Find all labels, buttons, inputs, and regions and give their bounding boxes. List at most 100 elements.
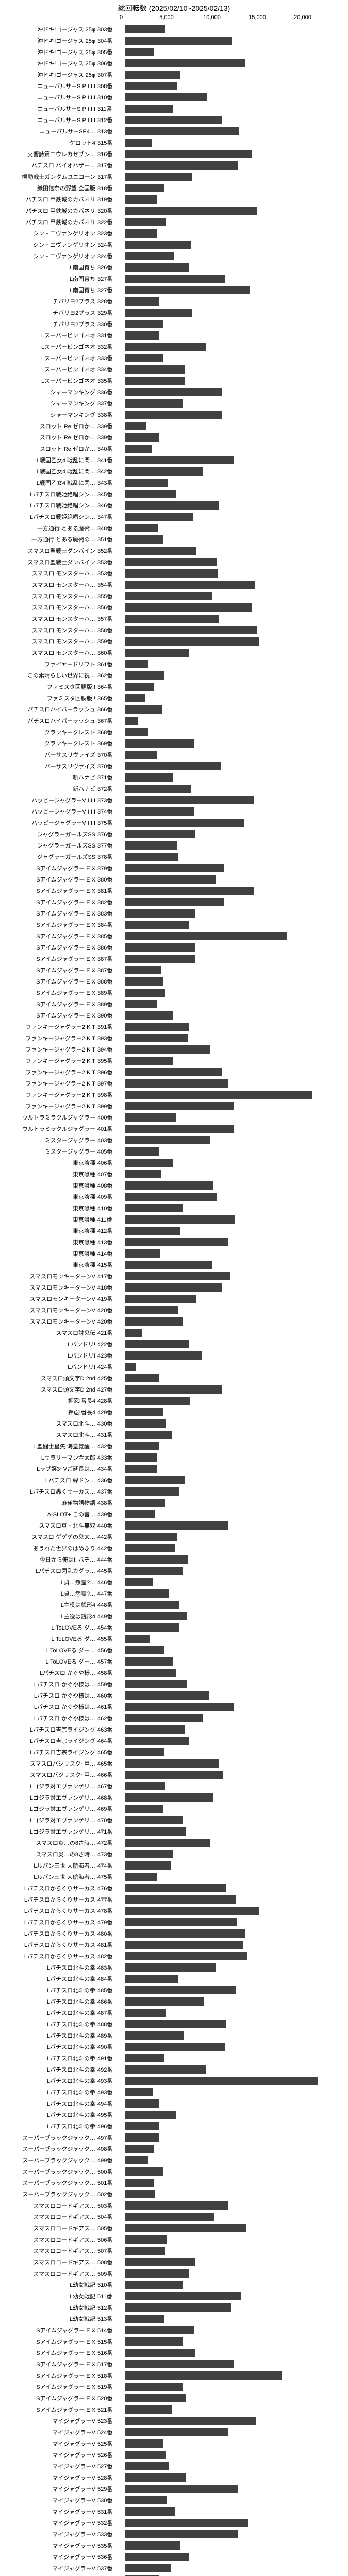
row-label: Lスーパービンゴネオ <box>0 365 97 374</box>
bar-row: スーパーブラックジャック…501番 <box>0 2177 348 2189</box>
row-number: 370番 <box>97 751 125 759</box>
bar <box>125 626 257 634</box>
bar-row: 沖ドキ!ゴージャス 25φ304番 <box>0 35 348 46</box>
row-label: 新ハナビ <box>0 785 97 793</box>
row-label: スマスロコードギアス… <box>0 2235 97 2244</box>
row-label: スマスロ モンスターハ… <box>0 615 97 623</box>
row-number: 484番 <box>97 1975 125 1983</box>
row-label: Lパチスロからくりサーカス <box>0 1918 97 1926</box>
row-number: 503番 <box>97 2201 125 2210</box>
row-number: 446番 <box>97 1578 125 1586</box>
bar <box>125 263 189 272</box>
bar-row: スマスロ北斗…431番 <box>0 1429 348 1440</box>
bar-row: 交響詩篇エウレカセブン…316番 <box>0 148 348 160</box>
bar <box>125 377 185 385</box>
bar-row: L主役は銭形4449番 <box>0 1611 348 1622</box>
bar-row: チバリヨ2プラス328番 <box>0 296 348 307</box>
bar-row: L貞…怨霊?…446番 <box>0 1577 348 1588</box>
bar-row: ファンキージャグラー2 K T399番 <box>0 1100 348 1112</box>
row-number: 427番 <box>97 1385 125 1394</box>
bar-row: 押忍!番長4429番 <box>0 1406 348 1418</box>
row-number: 515番 <box>97 2337 125 2346</box>
bar <box>125 2303 231 2312</box>
bar-row: スマスロ モンスターハ…354番 <box>0 579 348 590</box>
bar <box>125 2190 155 2198</box>
bar-row: ケロット4315番 <box>0 137 348 148</box>
bar <box>125 2145 154 2153</box>
bar <box>125 1102 234 1110</box>
bar-row: L ToLOVEる ダー…457番 <box>0 1656 348 1667</box>
row-label: ケロット4 <box>0 139 97 147</box>
bar-row: マイジャグラーV535番 <box>0 2540 348 2551</box>
bar <box>125 1034 188 1042</box>
bar <box>125 1385 222 1394</box>
bar-row: マイジャグラーV528番 <box>0 2472 348 2483</box>
row-label: Sアイムジャグラー E X <box>0 2349 97 2357</box>
row-label: スマスロ モンスターハ… <box>0 592 97 600</box>
row-number: 499番 <box>97 2156 125 2164</box>
row-number: 491番 <box>97 2054 125 2062</box>
row-label: マイジャグラーV <box>0 2473 97 2482</box>
row-number: 411番 <box>97 1215 125 1224</box>
row-label: スーパーブラックジャック… <box>0 2145 97 2153</box>
bar-row: Lパチスロ吉宗ライジング464番 <box>0 1735 348 1747</box>
row-number: 464番 <box>97 1737 125 1745</box>
bar-row: スーパーブラックジャック…500番 <box>0 2166 348 2177</box>
bar-row: スマスロモンキーターンV417番 <box>0 1270 348 1282</box>
bar <box>125 229 157 238</box>
row-label: ジャグラーガールズSS <box>0 841 97 850</box>
bar <box>125 456 234 464</box>
row-number: 348番 <box>97 524 125 532</box>
bar-row: L幼女戦記512番 <box>0 2302 348 2313</box>
row-label: 東京喰種 <box>0 1193 97 1201</box>
row-label: スマスロ炎…の8さ時… <box>0 1839 97 1847</box>
bar <box>125 2054 164 2062</box>
row-label: ニューパルサーS P I I I <box>0 116 97 124</box>
bar <box>125 2394 186 2402</box>
bar-row: スマスロモンキーターンV420番 <box>0 1316 348 1327</box>
bar-row: ニューパルサーS P I I I310番 <box>0 92 348 103</box>
bar <box>125 1533 177 1541</box>
bar-row: この素晴らしい世界に祝…362番 <box>0 670 348 681</box>
bar <box>125 1759 219 1768</box>
row-label: クランキークレスト <box>0 739 97 748</box>
row-label: L ToLOVEる ダー… <box>0 1646 97 1654</box>
row-number: 356番 <box>97 603 125 612</box>
bar <box>125 195 157 204</box>
bar-row: クランキークレスト368番 <box>0 726 348 738</box>
bar-row: ファンキージャグラー2 K T398番 <box>0 1089 348 1100</box>
row-number: 379番 <box>97 864 125 872</box>
bar-row: シン・エヴァンゲリオン323番 <box>0 228 348 239</box>
row-number: 394番 <box>97 1045 125 1054</box>
bar-row: ファンキージャグラー2 K T396番 <box>0 1066 348 1078</box>
bar <box>125 2428 228 2436</box>
row-number: 488番 <box>97 2020 125 2028</box>
bar-row: Sアイムジャグラー E X381番 <box>0 885 348 896</box>
bar-row: マイジャグラーV537番 <box>0 2563 348 2574</box>
row-number: 370番 <box>97 762 125 770</box>
row-number: 415番 <box>97 1261 125 1269</box>
bar-row: パチスロ 甲鉄城のカバネリ320番 <box>0 205 348 216</box>
bar <box>125 2473 186 2482</box>
bar <box>125 59 245 67</box>
row-number: 315番 <box>97 139 125 147</box>
row-label: L南国育ち <box>0 275 97 283</box>
bar <box>125 1170 161 1178</box>
bar-row: Sアイムジャグラー E X382番 <box>0 896 348 908</box>
row-number: 449番 <box>97 1612 125 1620</box>
bar-row: L戦国乙女4 戦乱に閃…341番 <box>0 454 348 466</box>
row-number: 531番 <box>97 2507 125 2516</box>
bar-row: ジャグラーガールズSS377番 <box>0 840 348 851</box>
bar-row: スマスロ炎…の8さ時…473番 <box>0 1849 348 1860</box>
bar-row: Lパチスロ北斗の拳493番 <box>0 2087 348 2098</box>
bar-row: マイジャグラーV538番 <box>0 2574 348 2576</box>
row-label: L ToLOVEる ダ… <box>0 1635 97 1643</box>
bar-row: Lパチスロ北斗の拳488番 <box>0 2019 348 2030</box>
row-number: 505番 <box>97 2224 125 2232</box>
bar <box>125 2439 163 2448</box>
bar <box>125 1204 183 1212</box>
bar-row: 東京喰種413番 <box>0 1236 348 1248</box>
bar-row: ニューパルサーSP4…313番 <box>0 126 348 137</box>
bar-row: スーパーブラックジャック…499番 <box>0 2155 348 2166</box>
bar <box>125 1669 176 1677</box>
